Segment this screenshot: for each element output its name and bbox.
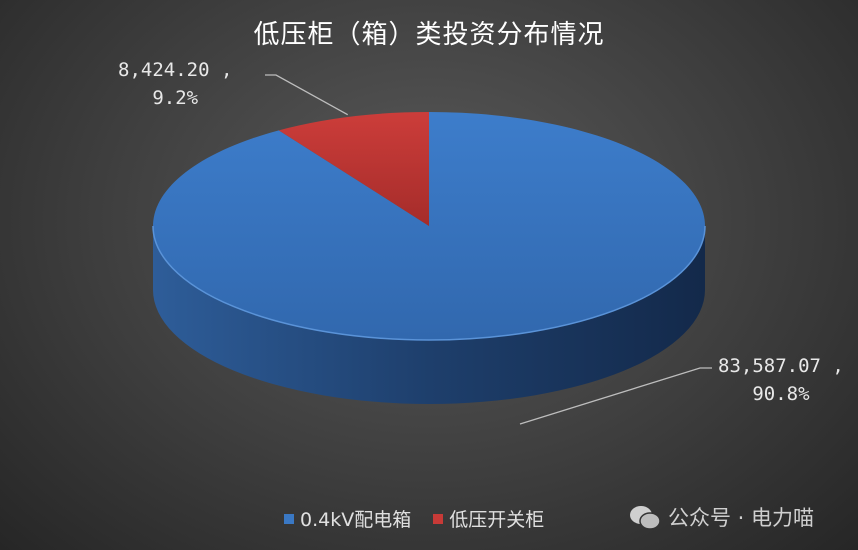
legend: 0.4kV配电箱 低压开关柜 (284, 505, 544, 532)
pie-slice-0.4kV配电箱 (153, 112, 706, 341)
pie-slice-低压开关柜 (278, 112, 429, 226)
wechat-icon (630, 506, 661, 530)
data-label-distribution-box: 83,587.07 , 90.8% (718, 352, 844, 408)
value-label: 83,587.07 (718, 355, 821, 377)
legend-swatch (284, 513, 294, 524)
leader-line-switch-cabinet (265, 74, 349, 116)
legend-label: 0.4kV配电箱 (300, 509, 412, 531)
pie-rim (152, 225, 706, 341)
value-label: 8,424.20 (118, 59, 210, 81)
data-label-low-voltage-cabinet: 8,424.20 , 9.2% (118, 56, 232, 112)
percent-label: 9.2% (152, 87, 199, 109)
legend-item-switch-cabinet: 低压开关柜 (433, 505, 544, 532)
percent-label: 90.8% (752, 383, 810, 405)
legend-item-distribution-box: 0.4kV配电箱 (284, 505, 411, 532)
legend-swatch (433, 513, 444, 524)
watermark: 公众号 · 电力喵 (628, 502, 814, 532)
legend-label: 低压开关柜 (449, 509, 545, 531)
watermark-text: 公众号 · 电力喵 (668, 506, 815, 530)
chart-title: 低压柜（箱）类投资分布情况 (253, 20, 605, 50)
pie-side-wall (153, 226, 705, 404)
leader-line-distribution-box (519, 367, 712, 425)
